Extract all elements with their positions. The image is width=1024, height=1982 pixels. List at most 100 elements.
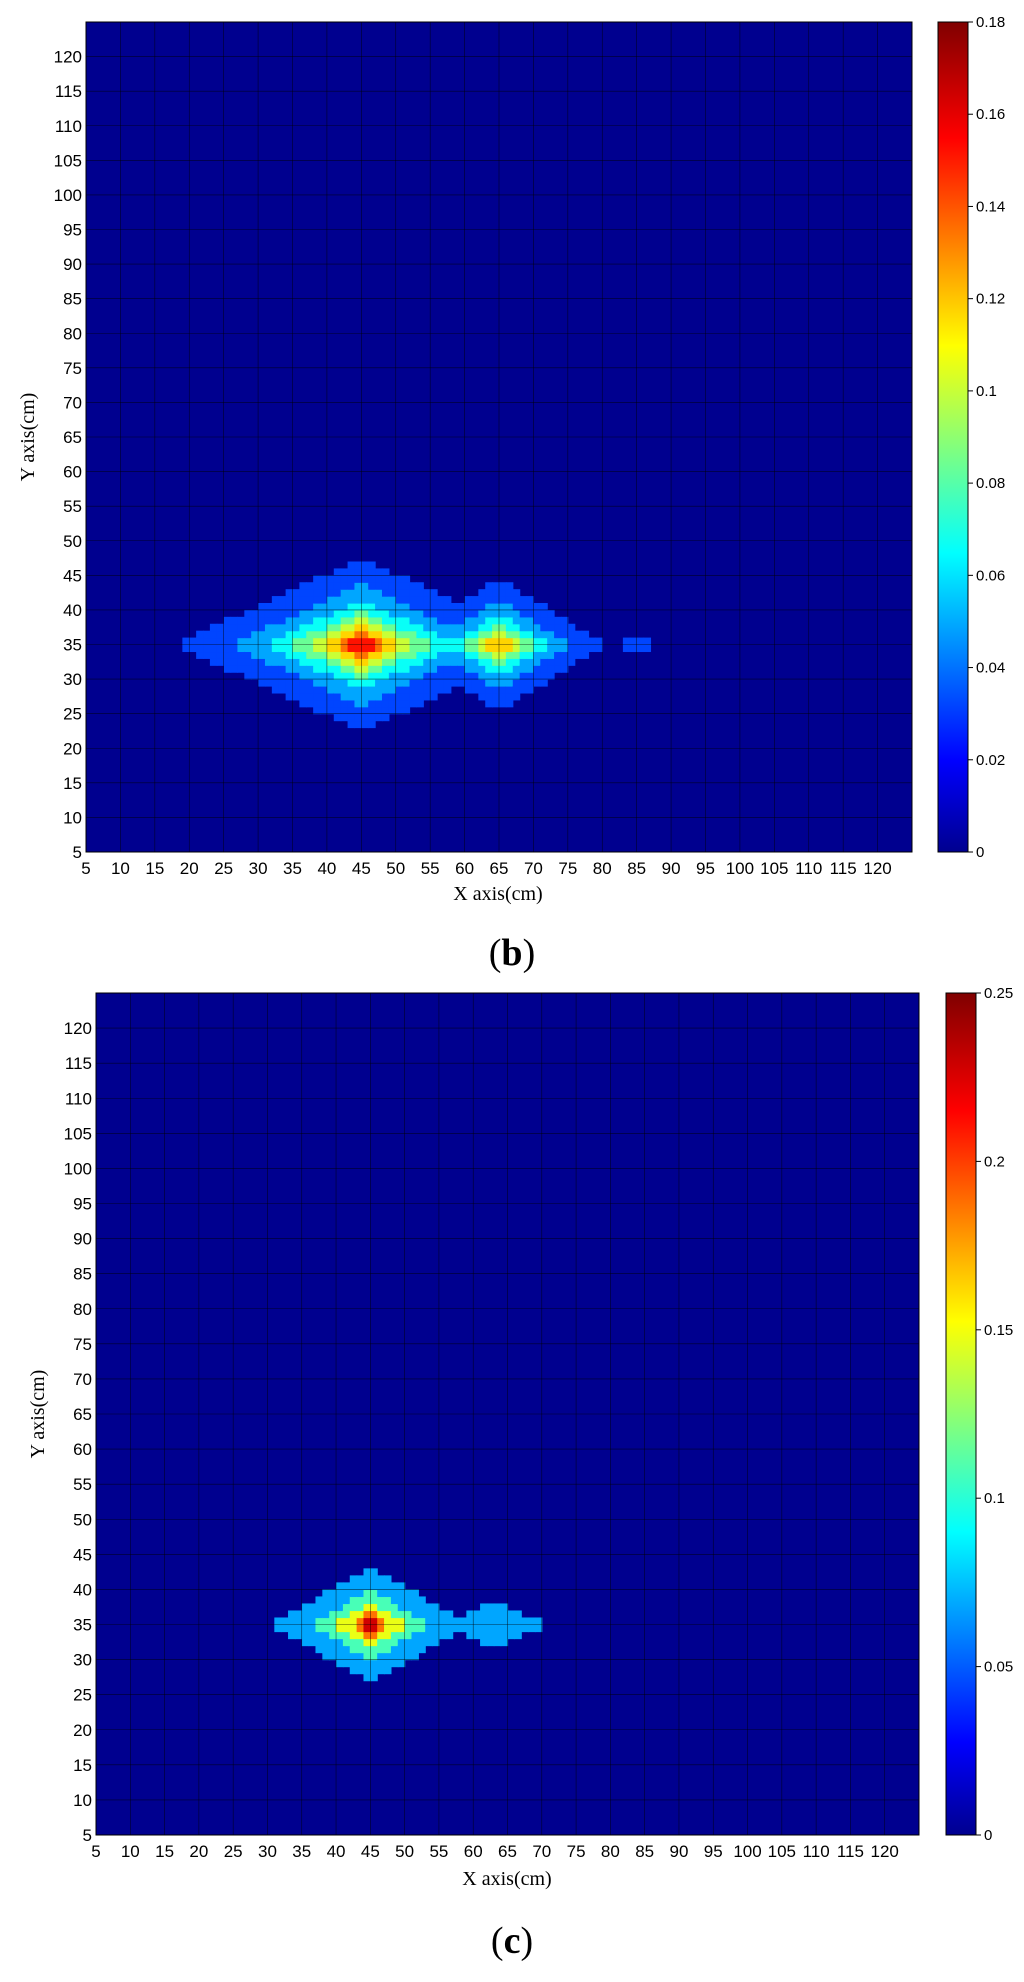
x-tick-label: 10	[111, 859, 130, 878]
heatmap-cell	[356, 1596, 365, 1605]
heatmap-cell	[430, 630, 438, 639]
heatmap-cell	[464, 679, 473, 687]
heatmap-cell	[554, 658, 562, 666]
heatmap-cell	[402, 658, 411, 666]
heatmap-cell	[363, 1610, 371, 1619]
heatmap-cell	[375, 679, 383, 687]
heatmap-cell	[464, 603, 473, 611]
heatmap-cell	[333, 609, 342, 618]
heatmap-cell	[512, 644, 521, 653]
heatmap-cell	[395, 575, 404, 583]
heatmap-cell	[258, 616, 266, 625]
y-tick-label: 40	[63, 601, 82, 620]
heatmap-cell	[430, 644, 438, 653]
heatmap-cell	[521, 1624, 529, 1633]
heatmap-cell	[540, 665, 548, 673]
heatmap-cell	[363, 1638, 371, 1647]
heatmap-cell	[189, 637, 197, 646]
heatmap-cell	[402, 679, 411, 687]
heatmap-cell	[340, 623, 349, 632]
heatmap-cell	[333, 672, 342, 680]
heatmap-cell	[395, 616, 404, 625]
heatmap-cell	[313, 644, 321, 653]
y-tick-label: 80	[73, 1300, 92, 1319]
heatmap-cell	[329, 1603, 337, 1612]
heatmap-cell	[361, 665, 369, 673]
heatmap-cell	[397, 1617, 406, 1626]
heatmap-cell	[329, 1596, 337, 1605]
heatmap-cell	[457, 637, 466, 646]
heatmap-cell	[404, 1617, 413, 1626]
y-tick-label: 75	[73, 1335, 92, 1354]
heatmap-cell	[326, 603, 335, 611]
heatmap-cell	[581, 651, 590, 659]
y-tick-label: 35	[73, 1616, 92, 1635]
heatmap-cell	[354, 713, 362, 722]
heatmap-cell	[519, 665, 528, 673]
heatmap-cell	[438, 1610, 447, 1619]
y-tick-label: 80	[63, 324, 82, 343]
heatmap-cell	[230, 665, 239, 673]
heatmap-cell	[333, 582, 342, 590]
heatmap-cell	[349, 1659, 358, 1668]
heatmap-cell	[244, 658, 252, 666]
heatmap-cell	[271, 637, 280, 646]
heatmap-cell	[395, 679, 404, 687]
heatmap-cell	[471, 596, 479, 604]
heatmap-cell	[363, 1596, 371, 1605]
heatmap-cell	[430, 623, 438, 632]
y-tick-label: 65	[63, 428, 82, 447]
heatmap-cell	[292, 672, 300, 680]
heatmap-cell	[216, 637, 225, 646]
heatmap-cell	[292, 609, 300, 618]
colorbar-tick-label: 0.18	[976, 14, 1005, 31]
heatmap-cell	[533, 623, 541, 632]
heatmap-cell	[244, 630, 252, 639]
heatmap-cell	[533, 616, 541, 625]
heatmap-cell	[354, 686, 362, 694]
heatmap-cell	[336, 1659, 344, 1668]
heatmap-cell	[285, 651, 294, 659]
heatmap-cell	[285, 665, 294, 673]
colorbar-tick-label: 0.06	[976, 567, 1005, 584]
heatmap-cell	[370, 1666, 378, 1675]
heatmap-cell	[381, 679, 390, 687]
heatmap-cell	[368, 665, 376, 673]
heatmap-cell	[368, 561, 376, 570]
heatmap-cell	[443, 672, 452, 680]
heatmap-cell	[329, 1645, 337, 1654]
heatmap-cell	[329, 1652, 337, 1661]
heatmap-cell	[356, 1603, 365, 1612]
heatmap-cell	[499, 651, 507, 659]
heatmap-cell	[349, 1652, 358, 1661]
heatmap-cell	[361, 699, 369, 708]
heatmap-cell	[492, 609, 500, 618]
x-tick-label: 75	[558, 859, 577, 878]
heatmap-cell	[384, 1603, 392, 1612]
heatmap-cell	[361, 720, 369, 729]
heatmap-cell	[320, 686, 328, 694]
colorbar-tick-label: 0.14	[976, 198, 1005, 215]
heatmap-cell	[499, 665, 507, 673]
heatmap-cell	[285, 644, 294, 653]
heatmap-cell	[402, 582, 411, 590]
heatmap-cell	[416, 637, 424, 646]
heatmap-cell	[326, 596, 335, 604]
heatmap-cell	[423, 596, 431, 604]
heatmap-cell	[381, 603, 390, 611]
heatmap-cell	[361, 658, 369, 666]
y-tick-label: 60	[73, 1440, 92, 1459]
heatmap-cell	[384, 1610, 392, 1619]
y-tick-label: 55	[73, 1475, 92, 1494]
heatmap-cell	[368, 596, 376, 604]
heatmap-cell	[299, 699, 307, 708]
heatmap-cell	[499, 603, 507, 611]
heatmap-cell	[485, 665, 493, 673]
heatmap-cell	[336, 1652, 344, 1661]
heatmap-cell	[574, 630, 583, 639]
heatmap-cell	[368, 603, 376, 611]
heatmap-cell	[320, 623, 328, 632]
heatmap-cell	[395, 672, 404, 680]
colorbar-tick-label: 0.2	[984, 1153, 1005, 1170]
heatmap-cell	[278, 603, 287, 611]
